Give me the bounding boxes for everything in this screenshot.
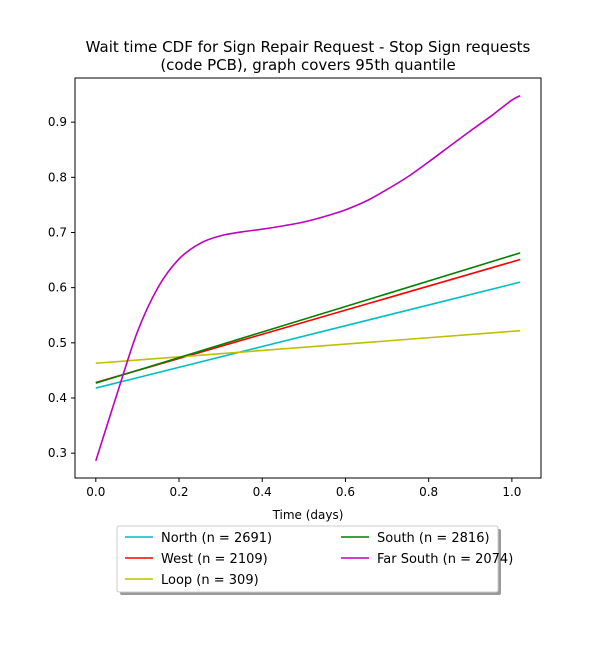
y-tick-label: 0.9: [48, 115, 67, 129]
series-line-north: [95, 281, 521, 389]
y-tick-label: 0.3: [48, 446, 67, 460]
legend-label-far-south: Far South (n = 2074): [377, 552, 513, 567]
series-line-south: [95, 252, 521, 384]
y-tick-label: 0.6: [48, 281, 67, 295]
y-tick-label: 0.8: [48, 170, 67, 184]
legend-box: [116, 525, 499, 593]
x-tick-label: 0.6: [336, 485, 355, 499]
series-line-far-south: [95, 94, 521, 462]
legend-label-west: West (n = 2109): [161, 552, 268, 567]
y-tick-label: 0.7: [48, 225, 67, 239]
chart-title-line-1: Wait time CDF for Sign Repair Request - …: [86, 38, 531, 56]
x-axis-label: Time (days): [272, 508, 344, 522]
plot-frame: [74, 77, 542, 479]
y-tick-label: 0.4: [48, 391, 67, 405]
chart-title-line-2: (code PCB), graph covers 95th quantile: [160, 56, 455, 74]
x-tick-label: 1.0: [502, 485, 521, 499]
x-tick-label: 0.0: [86, 485, 105, 499]
y-tick-label: 0.5: [48, 336, 67, 350]
x-tick-label: 0.2: [169, 485, 188, 499]
legend: North (n = 2691) West (n = 2109) Loop (n =…: [116, 525, 513, 595]
legend-label-north: North (n = 2691): [161, 531, 272, 546]
series-line-loop: [95, 329, 521, 365]
x-tick-label: 0.4: [253, 485, 272, 499]
legend-label-loop: Loop (n = 309): [161, 573, 259, 588]
x-tick-label: 0.8: [419, 485, 438, 499]
legend-label-south: South (n = 2816): [377, 531, 490, 546]
